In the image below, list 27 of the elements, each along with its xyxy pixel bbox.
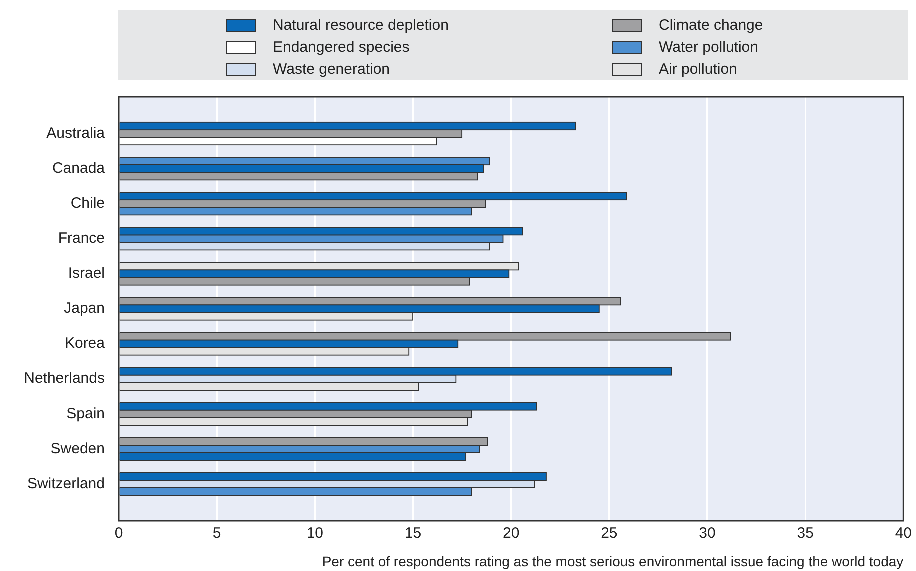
x-tick-label: 20 (502, 525, 520, 542)
x-tick-label: 15 (404, 525, 422, 542)
x-tick-label: 25 (601, 525, 618, 542)
x-tick-label: 35 (797, 525, 814, 542)
x-axis-title: Per cent of respondents rating as the most serious environmental issue facing the world today (322, 553, 904, 570)
x-tick-label: 10 (306, 525, 324, 542)
legend-label: Endangered species (273, 38, 410, 56)
legend-label: Water pollution (659, 38, 758, 56)
y-tick-label: Israel (68, 265, 105, 282)
legend-label: Waste generation (273, 60, 390, 78)
y-tick-label: Sweden (50, 440, 105, 458)
y-tick-label: Japan (64, 300, 105, 318)
y-tick-label: Australia (46, 124, 106, 142)
x-tick-label: 40 (895, 525, 912, 542)
x-tick-label: 30 (699, 525, 716, 542)
y-tick-label: Switzerland (27, 475, 105, 492)
y-tick-label: Netherlands (24, 370, 105, 388)
legend-label: Air pollution (659, 60, 738, 78)
legend-label: Natural resource depletion (273, 16, 449, 34)
y-tick-label: Canada (52, 160, 106, 177)
y-tick-label: Korea (64, 335, 106, 352)
legend-label: Climate change (659, 16, 764, 34)
y-tick-label: Chile (70, 195, 105, 212)
y-tick-label: France (58, 230, 105, 248)
x-tick-label: 5 (212, 525, 222, 542)
y-tick-label: Spain (66, 405, 105, 422)
x-tick-label: 0 (114, 525, 124, 542)
